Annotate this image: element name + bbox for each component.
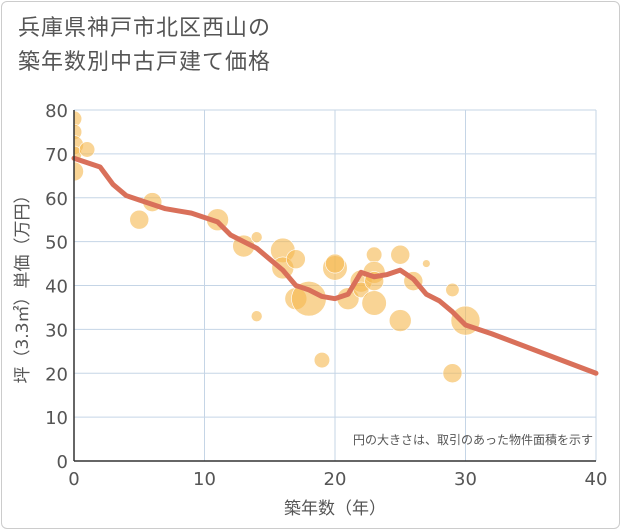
data-bubble: [250, 310, 263, 323]
bubble-layer: [74, 110, 481, 384]
y-tick-label: 60: [45, 189, 68, 210]
y-tick-label: 70: [45, 145, 68, 166]
x-tick-label: 10: [193, 469, 216, 490]
data-bubble: [286, 249, 306, 270]
data-bubble: [74, 110, 83, 127]
data-bubble: [313, 352, 331, 369]
chart-title-line1: 兵庫県神戸市北区西山の: [18, 16, 272, 41]
chart-title-line2: 築年数別中古戸建て価格: [18, 50, 272, 75]
trend-line-layer: [71, 155, 599, 376]
y-tick-label: 80: [45, 101, 68, 122]
data-bubble: [78, 141, 96, 158]
x-tick-label: 30: [454, 469, 477, 490]
trend-line: [71, 155, 599, 376]
data-bubble: [422, 259, 431, 268]
y-axis-label: 坪（3.3㎡）単価（万円）: [13, 186, 33, 383]
y-tick-label: 0: [57, 452, 68, 473]
data-bubble: [325, 253, 345, 274]
y-tick-label: 50: [45, 233, 68, 254]
data-bubble: [390, 244, 411, 265]
size-annotation: 円の大きさは、取引のあった物件面積を示す: [353, 432, 593, 447]
data-bubble: [388, 309, 412, 332]
axis-layer: 0 10 20 30 40 50 60 70 80 0 10 20 30 40: [45, 101, 607, 490]
data-bubble: [129, 209, 150, 230]
x-tick-label: 0: [68, 469, 79, 490]
y-tick-label: 10: [45, 408, 68, 429]
y-tick-label: 40: [45, 277, 68, 298]
x-tick-label: 20: [324, 469, 347, 490]
grid-layer: [73, 109, 597, 461]
x-axis-label: 築年数（年）: [284, 499, 386, 519]
chart-title: 兵庫県神戸市北区西山の 築年数別中古戸建て価格: [18, 12, 271, 80]
data-bubble: [361, 290, 387, 316]
data-bubble: [442, 363, 463, 384]
y-tick-label: 30: [45, 320, 68, 341]
data-bubble: [445, 282, 460, 297]
data-bubble: [250, 231, 263, 244]
data-bubble: [366, 246, 383, 263]
x-tick-label: 40: [585, 469, 608, 490]
y-tick-label: 20: [45, 364, 68, 385]
